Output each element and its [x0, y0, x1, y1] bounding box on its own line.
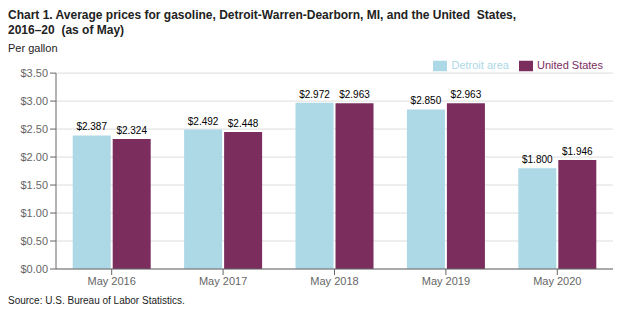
svg-text:$2.387: $2.387	[76, 121, 107, 132]
svg-text:$2.492: $2.492	[188, 116, 219, 127]
html-text:2016–20 (as of May): 2016–20 (as of May)	[8, 23, 125, 37]
svg-text:May 2020: May 2020	[533, 275, 581, 287]
html-text:Per gallon: Per gallon	[8, 42, 58, 54]
svg-text:$2.850: $2.850	[411, 95, 442, 106]
html-text:Chart 1. Average prices for ga: Chart 1. Average prices for gasoline, De…	[8, 8, 517, 22]
html-text:Source: U.S. Bureau of Labor S: Source: U.S. Bureau of Labor Statistics.	[8, 295, 185, 306]
svg-text:$2.963: $2.963	[451, 89, 482, 100]
svg-text:$3.00: $3.00	[20, 95, 48, 107]
svg-text:$0.50: $0.50	[20, 235, 48, 247]
svg-text:$2.448: $2.448	[228, 118, 259, 129]
svg-text:May 2016: May 2016	[88, 275, 136, 287]
svg-text:$2.972: $2.972	[299, 89, 330, 100]
svg-text:$2.50: $2.50	[20, 123, 48, 135]
html-text:United States: United States	[537, 59, 603, 71]
svg-text:$3.50: $3.50	[20, 67, 48, 79]
html-text:Detroit area: Detroit area	[451, 59, 509, 71]
svg-text:$1.946: $1.946	[562, 146, 593, 157]
svg-text:$1.50: $1.50	[20, 179, 48, 191]
svg-text:$0.00: $0.00	[20, 263, 48, 275]
svg-text:$2.00: $2.00	[20, 151, 48, 163]
svg-text:$2.963: $2.963	[339, 89, 370, 100]
svg-text:May 2017: May 2017	[199, 275, 247, 287]
svg-text:May 2019: May 2019	[422, 275, 470, 287]
svg-text:$1.800: $1.800	[522, 154, 553, 165]
svg-text:$1.00: $1.00	[20, 207, 48, 219]
svg-text:May 2018: May 2018	[310, 275, 358, 287]
svg-text:$2.324: $2.324	[116, 125, 147, 136]
